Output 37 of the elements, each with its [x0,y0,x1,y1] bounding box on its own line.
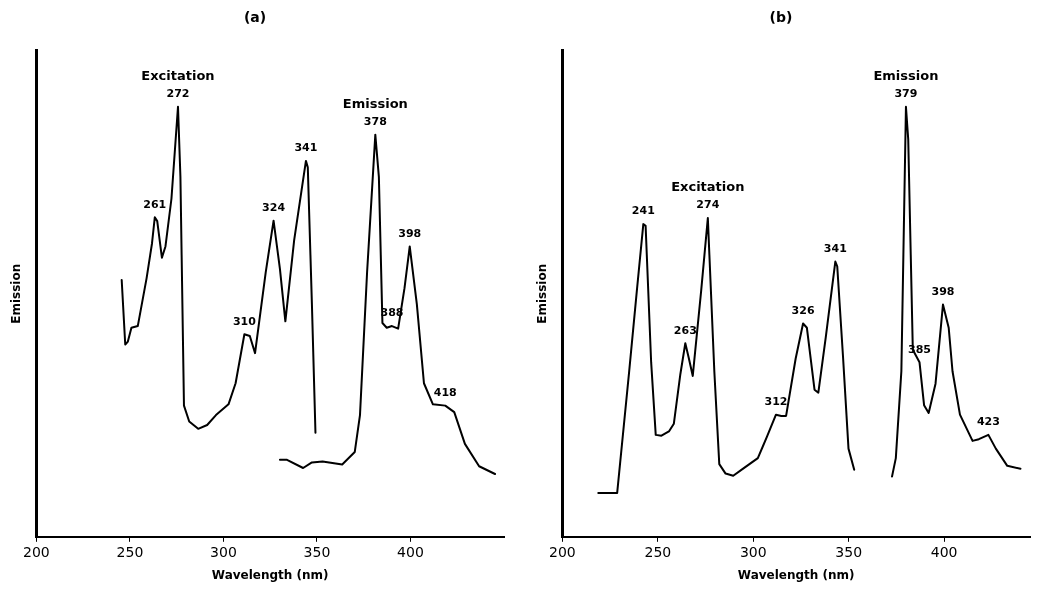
annotation: 272 [166,87,190,101]
annotation: 418 [433,385,457,399]
annotation: 398 [398,226,422,240]
annotation: 379 [894,87,918,101]
annotation: 326 [791,303,815,317]
x-tick-label: 300 [210,543,237,560]
x-tick-label: 200 [549,543,576,560]
annotation: 241 [631,204,655,218]
x-axis-title: Wavelength (nm) [737,567,855,582]
annotation: 341 [823,241,847,255]
y-axis-title: Emission [9,263,24,324]
text: Excitation [671,178,745,194]
x-tick-label: 200 [23,543,50,560]
annotation: 263 [673,323,697,337]
annotation: 324 [262,201,286,215]
annotation: 274 [696,198,720,212]
x-tick-label: 250 [644,543,672,560]
x-tick-label: 400 [930,543,958,560]
annotation: 398 [931,284,955,298]
y-axis-title: Emission [535,263,550,324]
x-axis-title: Wavelength (nm) [211,567,329,582]
x-tick-label: 350 [835,543,863,560]
chart-title: (a) [243,9,267,26]
chart-title: (b) [769,9,793,26]
x-tick-label: 400 [397,543,424,560]
text: Emission [873,67,939,83]
annotation: 423 [976,415,1000,429]
x-tick-label: 250 [116,543,144,560]
annotation: 261 [143,197,167,211]
x-tick-label: 300 [739,543,767,560]
annotation: 341 [294,141,318,155]
x-tick-label: 350 [303,543,331,560]
text: Emission [342,95,408,111]
annotation: 312 [764,395,788,409]
annotation: 378 [363,115,387,129]
annotation: 310 [232,314,257,328]
text: Excitation [141,67,215,83]
